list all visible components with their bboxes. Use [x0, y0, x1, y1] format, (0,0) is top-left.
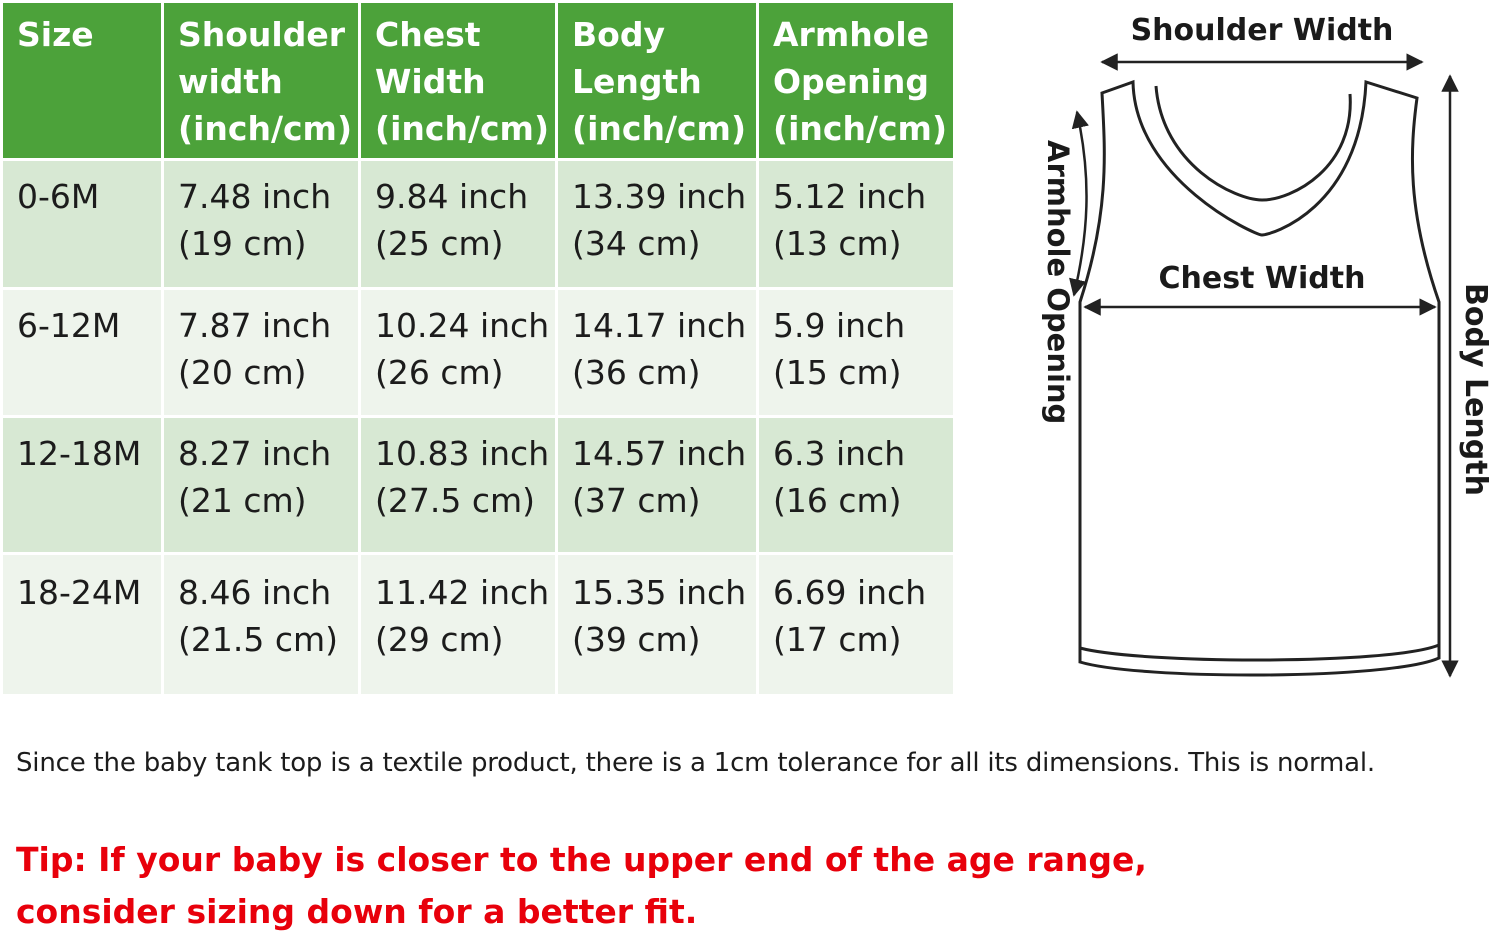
cell-line: (21.5 cm)	[178, 620, 339, 659]
cell-line: 14.57 inch	[572, 434, 747, 473]
header-line: (inch/cm)	[572, 109, 747, 148]
cell-chest-width: 9.84 inch (25 cm)	[358, 158, 558, 290]
shoulder-width-label: Shoulder Width	[1131, 13, 1394, 48]
header-armhole-opening: Armhole Opening (inch/cm)	[756, 0, 956, 161]
header-line: Width	[375, 62, 486, 101]
cell-line: 6-12M	[17, 306, 121, 345]
cell-line: 12-18M	[17, 434, 142, 473]
sizing-tip: Tip: If your baby is closer to the upper…	[16, 834, 1216, 938]
armhole-opening-arrow	[1069, 110, 1089, 297]
cell-line: 14.17 inch	[572, 306, 747, 345]
header-line: Chest	[375, 15, 481, 54]
tank-top-hem-binding	[1079, 643, 1440, 662]
cell-line: (17 cm)	[773, 620, 902, 659]
cell-line: (21 cm)	[178, 481, 307, 520]
header-body-length: Body Length (inch/cm)	[555, 0, 759, 161]
cell-body-length: 14.17 inch (36 cm)	[555, 287, 759, 418]
cell-line: (20 cm)	[178, 353, 307, 392]
cell-line: 5.9 inch	[773, 306, 906, 345]
header-line: Length	[572, 62, 702, 101]
header-line: Body	[572, 15, 665, 54]
header-line: (inch/cm)	[178, 109, 353, 148]
cell-chest-width: 10.24 inch (26 cm)	[358, 287, 558, 418]
cell-line: 6.3 inch	[773, 434, 906, 473]
cell-line: 8.46 inch	[178, 573, 332, 612]
cell-line: 5.12 inch	[773, 177, 927, 216]
cell-chest-width: 10.83 inch (27.5 cm)	[358, 415, 558, 555]
header-line: Size	[17, 15, 94, 54]
chest-width-label: Chest Width	[1159, 261, 1366, 296]
cell-body-length: 15.35 inch (39 cm)	[555, 552, 759, 697]
header-line: Shoulder	[178, 15, 346, 54]
cell-armhole-opening: 6.69 inch (17 cm)	[756, 552, 956, 697]
cell-shoulder-width: 7.48 inch (19 cm)	[161, 158, 361, 290]
cell-line: 0-6M	[17, 177, 100, 216]
cell-armhole-opening: 5.9 inch (15 cm)	[756, 287, 956, 418]
cell-line: (19 cm)	[178, 224, 307, 263]
tank-top-neck-binding	[1154, 85, 1352, 202]
cell-size: 18-24M	[0, 552, 164, 697]
tank-top-diagram: Shoulder Width Chest Width Armhole Openi…	[1041, 13, 1493, 678]
cell-line: 7.48 inch	[178, 177, 332, 216]
cell-shoulder-width: 7.87 inch (20 cm)	[161, 287, 361, 418]
cell-line: (16 cm)	[773, 481, 902, 520]
cell-line: (13 cm)	[773, 224, 902, 263]
header-line: Opening	[773, 62, 929, 101]
cell-line: 7.87 inch	[178, 306, 332, 345]
sizing-tip-line: consider sizing down for a better fit.	[16, 892, 698, 931]
header-line: (inch/cm)	[773, 109, 948, 148]
cell-line: 18-24M	[17, 573, 142, 612]
cell-line: (15 cm)	[773, 353, 902, 392]
header-chest-width: Chest Width (inch/cm)	[358, 0, 558, 161]
table-header-row: Size Shoulder width (inch/cm) Chest Widt…	[0, 0, 956, 161]
cell-line: 8.27 inch	[178, 434, 332, 473]
cell-armhole-opening: 5.12 inch (13 cm)	[756, 158, 956, 290]
cell-shoulder-width: 8.27 inch (21 cm)	[161, 415, 361, 555]
header-line: width	[178, 62, 283, 101]
cell-line: (25 cm)	[375, 224, 504, 263]
sizing-tip-line: Tip: If your baby is closer to the upper…	[16, 840, 1147, 879]
body-length-label: Body Length	[1458, 283, 1493, 496]
table-row: 6-12M 7.87 inch (20 cm) 10.24 inch (26 cm)…	[0, 287, 956, 418]
cell-line: 10.24 inch	[375, 306, 550, 345]
cell-size: 12-18M	[0, 415, 164, 555]
cell-line: (27.5 cm)	[375, 481, 536, 520]
cell-size: 6-12M	[0, 287, 164, 418]
cell-line: (39 cm)	[572, 620, 701, 659]
cell-line: (29 cm)	[375, 620, 504, 659]
tolerance-note: Since the baby tank top is a textile pro…	[16, 748, 1375, 778]
cell-line: (36 cm)	[572, 353, 701, 392]
cell-line: 15.35 inch	[572, 573, 747, 612]
cell-size: 0-6M	[0, 158, 164, 290]
header-line: Armhole	[773, 15, 930, 54]
cell-line: (26 cm)	[375, 353, 504, 392]
armhole-opening-label: Armhole Opening	[1041, 140, 1075, 424]
table-row: 18-24M 8.46 inch (21.5 cm) 11.42 inch (29 …	[0, 552, 956, 697]
cell-line: 13.39 inch	[572, 177, 747, 216]
table-row: 0-6M 7.48 inch (19 cm) 9.84 inch (25 cm) 1…	[0, 158, 956, 290]
size-chart-table: Size Shoulder width (inch/cm) Chest Widt…	[0, 0, 956, 697]
cell-line: (34 cm)	[572, 224, 701, 263]
header-size: Size	[0, 0, 164, 161]
cell-line: (37 cm)	[572, 481, 701, 520]
cell-armhole-opening: 6.3 inch (16 cm)	[756, 415, 956, 555]
table-row: 12-18M 8.27 inch (21 cm) 10.83 inch (27.5 …	[0, 415, 956, 555]
cell-body-length: 13.39 inch (34 cm)	[555, 158, 759, 290]
tank-top-body-outline	[1078, 79, 1441, 677]
cell-chest-width: 11.42 inch (29 cm)	[358, 552, 558, 697]
cell-line: 6.69 inch	[773, 573, 927, 612]
cell-line: 9.84 inch	[375, 177, 529, 216]
cell-shoulder-width: 8.46 inch (21.5 cm)	[161, 552, 361, 697]
cell-line: 11.42 inch	[375, 573, 550, 612]
header-line: (inch/cm)	[375, 109, 550, 148]
cell-body-length: 14.57 inch (37 cm)	[555, 415, 759, 555]
cell-line: 10.83 inch	[375, 434, 550, 473]
header-shoulder-width: Shoulder width (inch/cm)	[161, 0, 361, 161]
